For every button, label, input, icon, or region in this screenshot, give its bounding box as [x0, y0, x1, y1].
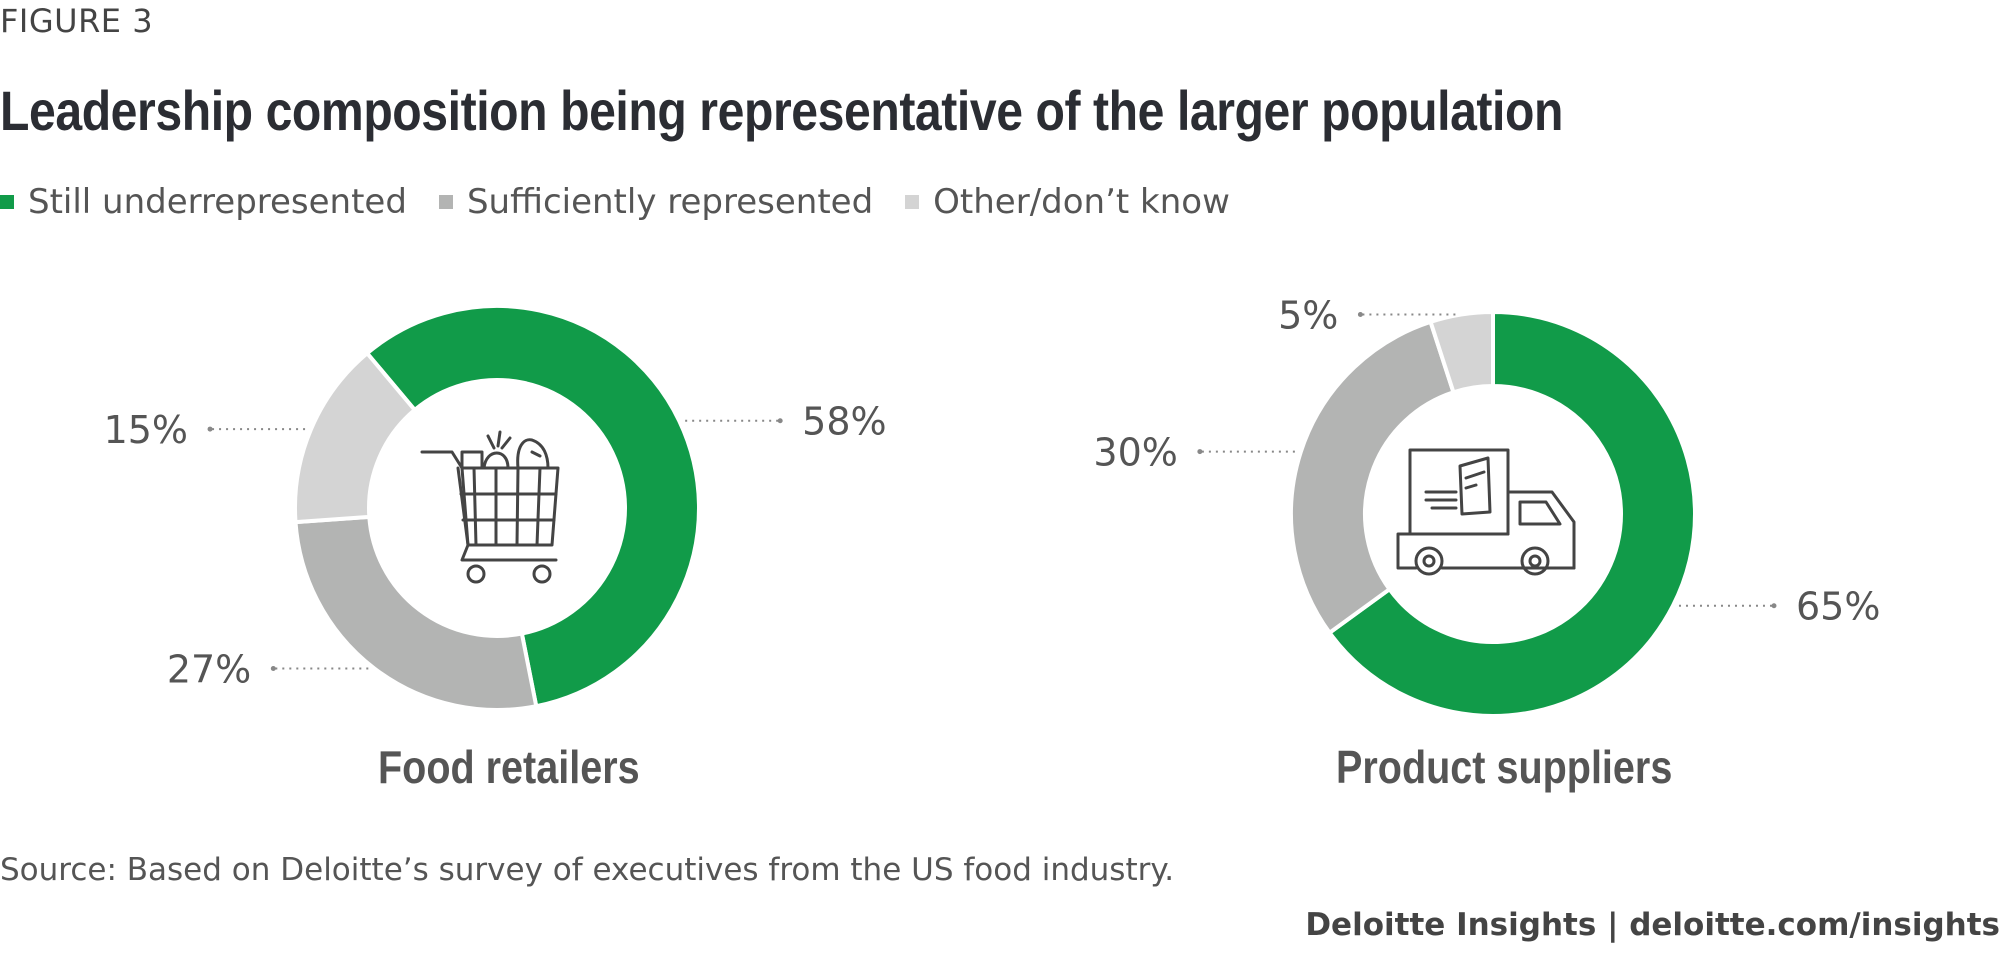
- footer-credit: Deloitte Insights | deloitte.com/insight…: [1305, 907, 2000, 943]
- leader-dot: [270, 665, 276, 671]
- legend-item-sufficiently-represented: Sufficiently represented: [438, 182, 874, 222]
- donut-slice-still-underrepresented: [1326, 309, 1697, 718]
- data-label: 27%: [167, 647, 251, 691]
- chart-label-product-suppliers: Product suppliers: [1336, 741, 1673, 793]
- data-label: 15%: [104, 408, 188, 452]
- donut-slice-sufficiently-represented: [1289, 319, 1456, 636]
- legend-label: Sufficiently represented: [466, 182, 874, 222]
- legend-label: Still underrepresented: [28, 182, 407, 222]
- donut-slice-still-underrepresented: [364, 304, 701, 709]
- legend: Still underrepresented Sufficiently repr…: [0, 182, 1262, 222]
- leader-dot: [207, 426, 213, 432]
- donut-slice-other-don-t-know: [293, 350, 418, 525]
- legend-label: Other/don’t know: [933, 182, 1230, 222]
- leader-dot: [1771, 603, 1777, 609]
- chart-label-food-retailers: Food retailers: [378, 741, 640, 793]
- donut-slice-sufficiently-represented: [293, 514, 539, 712]
- source-note: Source: Based on Deloitte’s survey of ex…: [0, 852, 1175, 888]
- legend-item-other: Other/don’t know: [905, 182, 1230, 222]
- leader-dot: [1197, 449, 1203, 455]
- data-label: 65%: [1796, 585, 1880, 629]
- legend-swatch-gray: [438, 195, 453, 209]
- delivery-truck-icon: [1396, 448, 1576, 576]
- donut-food-retailers: 58% 27% 15%: [104, 304, 887, 712]
- legend-swatch-light-gray: [905, 195, 920, 209]
- donut-slice-other-don-t-know: [1428, 309, 1495, 395]
- chart-title: Leadership composition being representat…: [0, 79, 1563, 142]
- legend-item-still-underrepresented: Still underrepresented: [0, 182, 407, 222]
- legend-swatch-green: [0, 195, 14, 209]
- leader-dot: [1357, 311, 1363, 317]
- data-label: 5%: [1278, 293, 1338, 337]
- data-label: 58%: [802, 400, 886, 444]
- figure-label: FIGURE 3: [0, 2, 154, 40]
- leader-dot: [777, 418, 783, 424]
- data-label: 30%: [1093, 431, 1177, 475]
- donut-product-suppliers: 65% 30% 5%: [1093, 293, 1880, 718]
- shopping-cart-icon: [420, 430, 560, 584]
